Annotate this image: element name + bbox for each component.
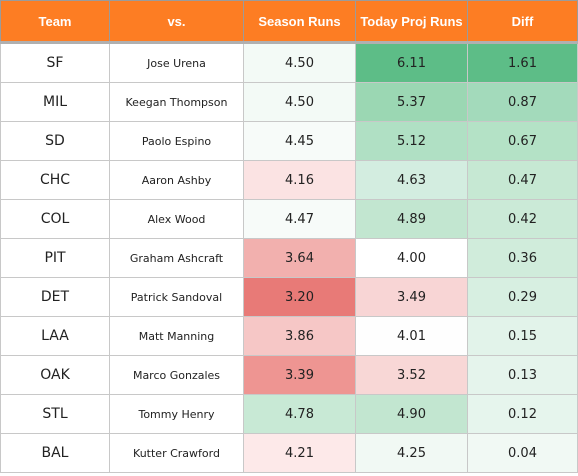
table-body: SF Jose Urena 4.50 6.11 1.61 MIL Keegan Thomps… (0, 42, 578, 473)
table-row: SD Paolo Espino 4.45 5.12 0.67 (0, 121, 578, 161)
team-cell: STL (0, 394, 110, 434)
table-row: DET Patrick Sandoval 3.20 3.49 0.29 (0, 277, 578, 317)
table-row: PIT Graham Ashcraft 3.64 4.00 0.36 (0, 238, 578, 278)
team-cell: BAL (0, 433, 110, 473)
team-cell: DET (0, 277, 110, 317)
opponent-column-header[interactable]: vs. (109, 0, 244, 43)
table-row: STL Tommy Henry 4.78 4.90 0.12 (0, 394, 578, 434)
table-row: SF Jose Urena 4.50 6.11 1.61 (0, 42, 578, 83)
proj-runs-column-header[interactable]: Today Proj Runs (355, 0, 468, 43)
opponent-cell: Graham Ashcraft (109, 238, 244, 278)
season-runs-cell: 3.64 (243, 238, 356, 278)
opponent-cell: Kutter Crawford (109, 433, 244, 473)
diff-cell: 0.15 (467, 316, 578, 356)
team-cell: LAA (0, 316, 110, 356)
season-runs-cell: 4.45 (243, 121, 356, 161)
diff-cell: 1.61 (467, 42, 578, 83)
proj-runs-cell: 4.25 (355, 433, 468, 473)
team-cell: OAK (0, 355, 110, 395)
opponent-cell: Jose Urena (109, 42, 244, 83)
season-runs-cell: 4.47 (243, 199, 356, 239)
diff-cell: 0.04 (467, 433, 578, 473)
team-cell: SF (0, 42, 110, 83)
proj-runs-cell: 3.52 (355, 355, 468, 395)
diff-cell: 0.12 (467, 394, 578, 434)
table-row: CHC Aaron Ashby 4.16 4.63 0.47 (0, 160, 578, 200)
team-cell: CHC (0, 160, 110, 200)
team-column-header[interactable]: Team (0, 0, 110, 43)
season-runs-cell: 3.20 (243, 277, 356, 317)
table-row: MIL Keegan Thompson 4.50 5.37 0.87 (0, 82, 578, 122)
opponent-cell: Tommy Henry (109, 394, 244, 434)
proj-runs-cell: 4.00 (355, 238, 468, 278)
season-runs-cell: 3.39 (243, 355, 356, 395)
diff-cell: 0.87 (467, 82, 578, 122)
proj-runs-cell: 4.01 (355, 316, 468, 356)
opponent-cell: Matt Manning (109, 316, 244, 356)
opponent-cell: Patrick Sandoval (109, 277, 244, 317)
season-runs-cell: 4.50 (243, 42, 356, 83)
season-runs-cell: 4.50 (243, 82, 356, 122)
opponent-cell: Keegan Thompson (109, 82, 244, 122)
diff-cell: 0.67 (467, 121, 578, 161)
season-runs-cell: 4.16 (243, 160, 356, 200)
team-cell: COL (0, 199, 110, 239)
diff-cell: 0.36 (467, 238, 578, 278)
season-runs-cell: 3.86 (243, 316, 356, 356)
header-row: Team vs. Season Runs Today Proj Runs Dif… (0, 0, 578, 43)
season-runs-cell: 4.21 (243, 433, 356, 473)
proj-runs-cell: 6.11 (355, 42, 468, 83)
diff-column-header[interactable]: Diff (467, 0, 578, 43)
diff-cell: 0.13 (467, 355, 578, 395)
diff-cell: 0.29 (467, 277, 578, 317)
diff-cell: 0.42 (467, 199, 578, 239)
opponent-cell: Alex Wood (109, 199, 244, 239)
table-row: LAA Matt Manning 3.86 4.01 0.15 (0, 316, 578, 356)
table-row: OAK Marco Gonzales 3.39 3.52 0.13 (0, 355, 578, 395)
proj-runs-cell: 4.89 (355, 199, 468, 239)
table-row: COL Alex Wood 4.47 4.89 0.42 (0, 199, 578, 239)
team-cell: SD (0, 121, 110, 161)
proj-runs-cell: 4.63 (355, 160, 468, 200)
opponent-cell: Paolo Espino (109, 121, 244, 161)
table-row: BAL Kutter Crawford 4.21 4.25 0.04 (0, 433, 578, 473)
proj-runs-cell: 5.12 (355, 121, 468, 161)
team-cell: PIT (0, 238, 110, 278)
opponent-cell: Marco Gonzales (109, 355, 244, 395)
season-runs-cell: 4.78 (243, 394, 356, 434)
opponent-cell: Aaron Ashby (109, 160, 244, 200)
team-cell: MIL (0, 82, 110, 122)
proj-runs-cell: 4.90 (355, 394, 468, 434)
diff-cell: 0.47 (467, 160, 578, 200)
season-runs-column-header[interactable]: Season Runs (243, 0, 356, 43)
proj-runs-cell: 3.49 (355, 277, 468, 317)
proj-runs-cell: 5.37 (355, 82, 468, 122)
table-header: Team vs. Season Runs Today Proj Runs Dif… (0, 0, 578, 43)
